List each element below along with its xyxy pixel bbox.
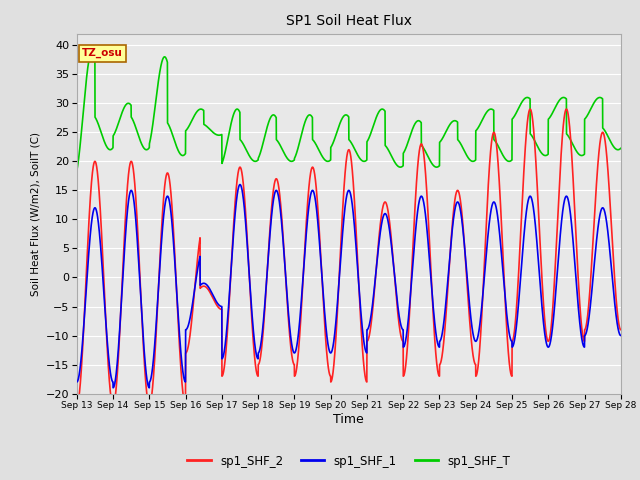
Line: sp1_SHF_1: sp1_SHF_1	[77, 185, 621, 388]
sp1_SHF_2	[332, 344, 339, 350]
sp1_SHF_2	[617, 327, 625, 333]
Text: TZ_osu: TZ_osu	[83, 48, 123, 59]
sp1_SHF_1	[468, 326, 476, 332]
sp1_SHF_T	[306, 112, 314, 118]
sp1_SHF_1	[73, 379, 81, 385]
sp1_SHF_2	[301, 236, 309, 241]
sp1_SHF_2	[563, 106, 570, 112]
sp1_SHF_T	[332, 134, 339, 140]
sp1_SHF_T	[573, 149, 581, 155]
sp1_SHF_2	[73, 402, 81, 408]
sp1_SHF_1	[573, 292, 581, 298]
sp1_SHF_T	[301, 118, 309, 123]
Line: sp1_SHF_2: sp1_SHF_2	[77, 109, 621, 405]
Y-axis label: Soil Heat Flux (W/m2), SoilT (C): Soil Heat Flux (W/m2), SoilT (C)	[30, 132, 40, 296]
Title: SP1 Soil Heat Flux: SP1 Soil Heat Flux	[286, 14, 412, 28]
sp1_SHF_1	[332, 323, 339, 329]
sp1_SHF_1	[145, 385, 153, 391]
sp1_SHF_1	[617, 333, 625, 338]
sp1_SHF_1	[306, 195, 314, 201]
sp1_SHF_T	[617, 145, 625, 151]
sp1_SHF_T	[468, 158, 476, 164]
sp1_SHF_2	[306, 177, 314, 182]
sp1_SHF_1	[302, 240, 310, 245]
sp1_SHF_2	[468, 344, 476, 349]
Legend: sp1_SHF_2, sp1_SHF_1, sp1_SHF_T: sp1_SHF_2, sp1_SHF_1, sp1_SHF_T	[182, 450, 515, 472]
sp1_SHF_T	[73, 168, 81, 174]
sp1_SHF_T	[88, 48, 96, 54]
sp1_SHF_1	[236, 182, 244, 188]
sp1_SHF_T	[600, 127, 608, 132]
sp1_SHF_2	[573, 255, 581, 261]
X-axis label: Time: Time	[333, 413, 364, 426]
Line: sp1_SHF_T: sp1_SHF_T	[77, 51, 621, 171]
sp1_SHF_1	[600, 207, 608, 213]
sp1_SHF_2	[600, 133, 608, 139]
